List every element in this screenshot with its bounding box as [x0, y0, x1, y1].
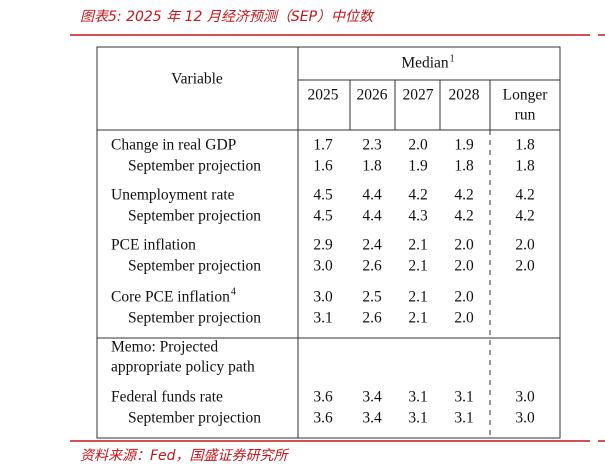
cell: 4.5 — [313, 208, 333, 225]
cell: 4.2 — [515, 208, 534, 225]
cell: 2.0 — [454, 310, 474, 327]
column-header: run — [515, 107, 536, 124]
cell: 4.2 — [454, 208, 473, 225]
cell: 2.1 — [408, 237, 427, 254]
cell: 3.6 — [313, 389, 333, 406]
cell: 2.1 — [408, 289, 427, 306]
table-frame — [96, 46, 561, 439]
source: 资料来源：Fed，国盛证券研究所 — [80, 448, 290, 464]
cell: 3.1 — [454, 410, 473, 427]
row-label: PCE inflation — [111, 237, 196, 254]
row-label: Change in real GDP — [111, 137, 236, 154]
caption: 图表5: 2025 年 12 月经济预测（SEP）中位数 — [80, 9, 375, 25]
row-label: Core PCE inflation — [111, 289, 230, 306]
memo: appropriate policy path — [111, 359, 255, 376]
cell: 4.2 — [454, 187, 473, 204]
cell: 3.4 — [362, 389, 382, 406]
cell: 2.0 — [454, 289, 474, 306]
column-header: 2027 — [403, 87, 434, 104]
cell: 2.4 — [362, 237, 382, 254]
cell: 1.8 — [515, 137, 535, 154]
cell: 3.0 — [313, 258, 333, 275]
row-label: Federal funds rate — [111, 389, 223, 406]
cell: 2.0 — [408, 137, 428, 154]
row-label: September projection — [128, 310, 261, 327]
cell: 2.3 — [362, 137, 382, 154]
row-label: September projection — [128, 410, 261, 427]
cell: 4.4 — [362, 187, 382, 204]
cell: 1.9 — [408, 158, 428, 175]
column-header: Longer — [503, 87, 549, 104]
cell: 1.7 — [313, 137, 333, 154]
cell: 2.6 — [362, 258, 382, 275]
cell: 3.0 — [515, 410, 535, 427]
row-label: Unemployment rate — [111, 187, 235, 204]
cell: 2.6 — [362, 310, 382, 327]
cell: 2.0 — [454, 237, 474, 254]
cell: 1.8 — [454, 158, 474, 175]
row-label: September projection — [128, 208, 261, 225]
cell: 4.2 — [408, 187, 427, 204]
column-header: 2025 — [308, 87, 339, 104]
cell: 3.0 — [515, 389, 535, 406]
footnote-mark: 4 — [231, 286, 236, 297]
cell: 2.0 — [515, 237, 535, 254]
cell: 4.2 — [515, 187, 534, 204]
cell: 1.8 — [362, 158, 382, 175]
cell: 2.9 — [313, 237, 333, 254]
cell: 3.1 — [454, 389, 473, 406]
column-header: 2028 — [449, 87, 480, 104]
cell: 3.1 — [408, 389, 427, 406]
cell: 1.6 — [313, 158, 333, 175]
memo: Memo: Projected — [111, 339, 218, 356]
cell: 3.0 — [313, 289, 333, 306]
cell: 4.5 — [313, 187, 333, 204]
cell: 1.9 — [454, 137, 474, 154]
cell: 4.4 — [362, 208, 382, 225]
footnote-mark: 1 — [450, 53, 455, 64]
cell: 3.6 — [313, 410, 333, 427]
cell: 3.4 — [362, 410, 382, 427]
cell: 2.0 — [515, 258, 535, 275]
cell: 2.5 — [362, 289, 382, 306]
cell: 2.1 — [408, 258, 427, 275]
cell: 1.8 — [515, 158, 535, 175]
column-header: 2026 — [357, 87, 388, 104]
cell: 2.1 — [408, 310, 427, 327]
group-header: Median — [401, 55, 449, 72]
row-label: September projection — [128, 258, 261, 275]
cell: 3.1 — [313, 310, 332, 327]
cell: 2.0 — [454, 258, 474, 275]
cell: 3.1 — [408, 410, 427, 427]
row-label: September projection — [128, 158, 261, 175]
cell: 4.3 — [408, 208, 428, 225]
stub-header: Variable — [171, 71, 223, 88]
